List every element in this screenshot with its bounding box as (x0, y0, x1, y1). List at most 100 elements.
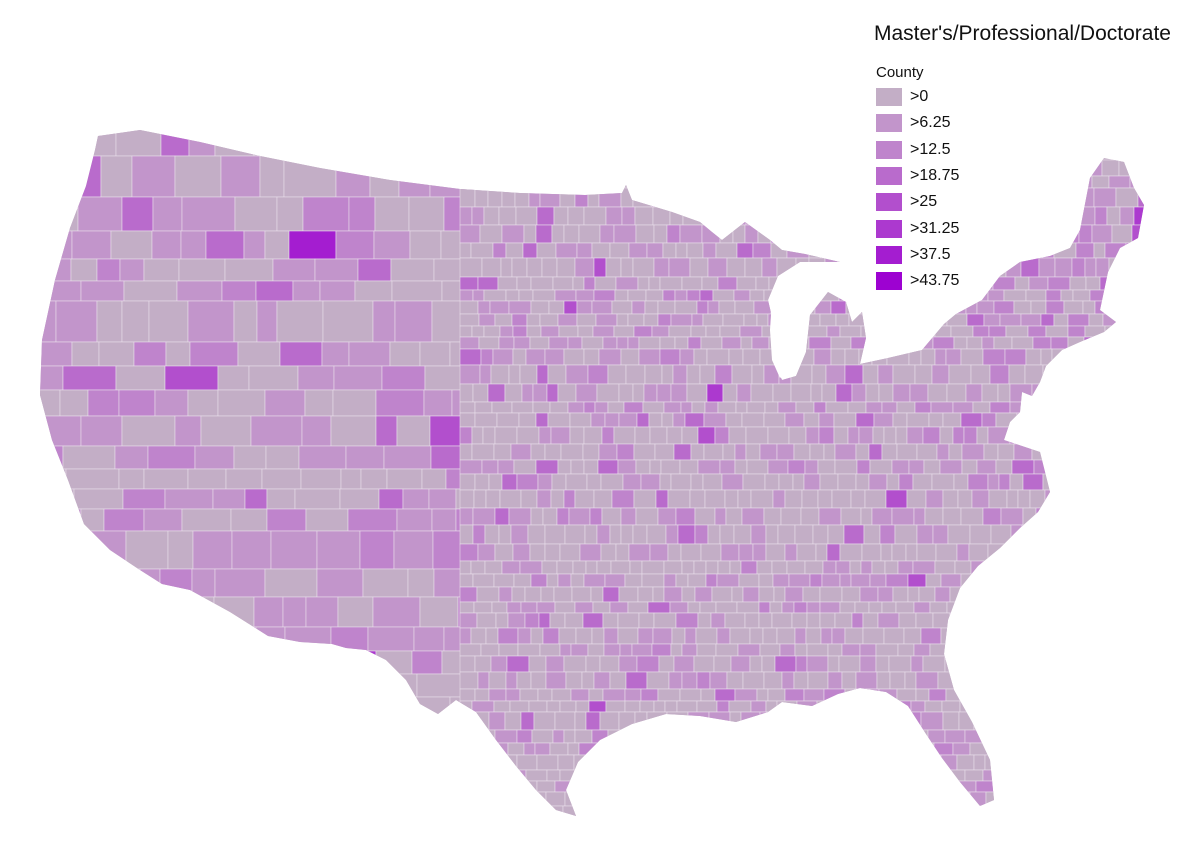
county-shape (801, 489, 819, 509)
county-shape (187, 389, 219, 417)
county-shape (820, 627, 833, 645)
county-shape (167, 530, 194, 570)
county-shape (70, 258, 98, 282)
county-shape (459, 206, 473, 226)
county-shape (559, 543, 581, 562)
county-shape (856, 459, 871, 475)
county-shape (506, 601, 522, 614)
county-shape (319, 280, 356, 302)
county-shape (762, 627, 778, 645)
county-shape (375, 389, 425, 417)
county-shape (544, 443, 562, 461)
county-shape (534, 742, 551, 756)
county-shape (624, 688, 642, 702)
county-shape (530, 276, 554, 291)
county-shape (680, 543, 702, 562)
county-shape (292, 280, 321, 302)
county-shape (643, 313, 659, 327)
county-shape (505, 289, 520, 302)
county-shape (552, 276, 574, 291)
county-shape (597, 459, 619, 475)
county-shape (932, 524, 949, 545)
county-shape (627, 289, 647, 302)
county-shape (525, 769, 548, 782)
county-shape (851, 383, 867, 403)
county-shape (613, 325, 635, 338)
county-shape (689, 489, 706, 509)
county-shape (641, 560, 665, 575)
county-shape (499, 489, 522, 509)
county-shape (855, 443, 870, 461)
county-shape (602, 586, 620, 603)
county-shape (960, 507, 984, 526)
county-shape (858, 426, 874, 445)
county-shape (73, 488, 124, 510)
county-shape (103, 508, 145, 532)
county-shape (831, 489, 852, 509)
county-shape (651, 325, 670, 338)
county-shape (501, 473, 518, 491)
county-shape (564, 524, 586, 545)
county-shape (809, 573, 823, 588)
county-shape (563, 655, 587, 673)
county-shape (742, 671, 765, 690)
county-shape (518, 412, 537, 428)
county-shape (675, 573, 689, 588)
county-shape (763, 671, 783, 690)
county-shape (143, 508, 183, 532)
county-shape (554, 289, 577, 302)
county-shape (119, 258, 145, 282)
county-shape (724, 612, 746, 629)
county-shape (637, 586, 654, 603)
county-shape (703, 443, 724, 461)
county-shape (719, 459, 736, 475)
county-shape (929, 601, 948, 614)
county-shape (976, 426, 989, 445)
county-shape (778, 473, 794, 491)
county-shape (894, 524, 918, 545)
county-shape (1067, 325, 1086, 338)
county-shape (675, 242, 688, 259)
county-shape (767, 688, 786, 702)
county-shape (738, 573, 760, 588)
county-shape (780, 507, 802, 526)
county-shape (988, 325, 1007, 338)
county-shape (728, 700, 752, 713)
county-shape (583, 276, 596, 291)
lake-michigan (770, 276, 800, 378)
county-shape (609, 601, 629, 614)
county-shape (609, 242, 630, 259)
county-shape (794, 627, 807, 645)
county-shape (635, 507, 659, 526)
county-shape (826, 325, 841, 338)
county-shape (528, 655, 547, 673)
county-shape (484, 560, 503, 575)
county-shape (803, 473, 821, 491)
county-shape (806, 601, 821, 614)
county-shape (823, 443, 836, 461)
county-shape (411, 650, 443, 675)
county-shape (511, 313, 528, 327)
county-shape (576, 300, 593, 315)
county-shape (386, 468, 423, 490)
county-shape (472, 573, 495, 588)
county-shape (892, 586, 909, 603)
county-shape (784, 412, 805, 428)
county-shape (322, 300, 374, 343)
county-shape (583, 206, 607, 226)
county-shape (807, 671, 829, 690)
county-shape (716, 627, 731, 645)
county-shape (556, 507, 570, 526)
county-shape (731, 586, 744, 603)
county-shape (907, 573, 927, 588)
county-shape (477, 671, 490, 690)
county-shape (956, 754, 975, 771)
county-shape (1040, 313, 1055, 327)
county-shape (681, 586, 696, 603)
county-shape (796, 543, 817, 562)
county-shape (539, 313, 559, 327)
county-shape (542, 507, 558, 526)
county-shape (826, 543, 841, 562)
county-shape (298, 445, 347, 470)
county-shape (572, 560, 587, 575)
